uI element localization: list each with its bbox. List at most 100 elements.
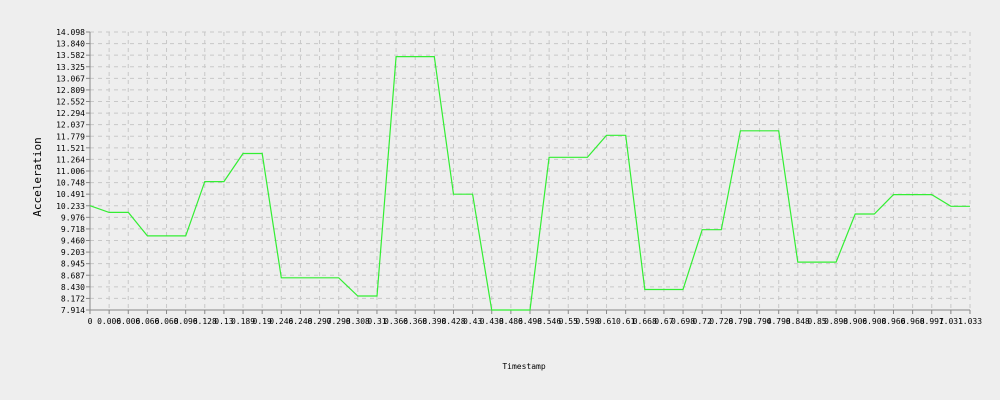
y-axis-ticks: 7.914 8.172 8.430 8.687 8.945 9.203 9.460 9.718…	[56, 28, 90, 315]
x-tick-label: 0.728	[709, 317, 733, 326]
x-tick-label: 0.19	[253, 317, 272, 326]
x-tick-label: 0.398	[422, 317, 446, 326]
data-point	[969, 205, 971, 207]
x-tick-label: 0.43	[463, 317, 482, 326]
data-point	[184, 235, 186, 237]
x-tick-label: 0.798	[767, 317, 791, 326]
y-tick-label: 8.430	[61, 283, 85, 292]
x-tick-label: 0.668	[633, 317, 657, 326]
y-tick-label: 12.037	[56, 121, 85, 130]
x-tick-label: 0.128	[193, 317, 217, 326]
data-point	[299, 277, 301, 279]
x-tick-label: 0.997	[920, 317, 944, 326]
data-point	[108, 211, 110, 213]
data-point	[433, 55, 435, 57]
data-point	[337, 277, 339, 279]
x-tick-label: 0.066	[135, 317, 159, 326]
data-point	[471, 193, 473, 195]
data-point	[223, 180, 225, 182]
x-tick-label: 0.189	[231, 317, 255, 326]
data-point	[357, 295, 359, 297]
x-tick-label: 0.85	[807, 317, 826, 326]
data-point	[204, 180, 206, 182]
y-tick-label: 7.914	[61, 306, 85, 315]
data-point	[873, 213, 875, 215]
x-tick-label: 0.366	[384, 317, 408, 326]
x-tick-label: 0.598	[575, 317, 599, 326]
x-tick-label: 0.61	[597, 317, 616, 326]
data-point	[835, 261, 837, 263]
data-point	[816, 261, 818, 263]
y-tick-label: 10.233	[56, 202, 85, 211]
x-tick-label: 0.096	[174, 317, 198, 326]
data-point	[586, 156, 588, 158]
data-point	[605, 134, 607, 136]
data-point	[682, 288, 684, 290]
x-tick-label: 0.428	[441, 317, 465, 326]
x-tick-label: 0.72	[693, 317, 712, 326]
grid-lines	[90, 31, 971, 310]
x-tick-label: 0	[88, 317, 93, 326]
x-tick-label: 0.068	[154, 317, 178, 326]
y-tick-label: 9.203	[61, 248, 85, 257]
x-tick-label: 0.298	[327, 317, 351, 326]
y-tick-label: 9.718	[61, 225, 85, 234]
data-point	[452, 193, 454, 195]
data-point	[127, 211, 129, 213]
x-tick-label: 0.968	[901, 317, 925, 326]
y-tick-label: 12.809	[56, 86, 85, 95]
data-point	[931, 193, 933, 195]
x-tick-label: 0.906	[843, 317, 867, 326]
x-tick-label: 0.308	[346, 317, 370, 326]
data-point	[491, 309, 493, 311]
data-point	[165, 235, 167, 237]
data-point	[624, 134, 626, 136]
x-tick-label: 0.966	[881, 317, 905, 326]
data-point	[510, 309, 512, 311]
y-tick-label: 11.521	[56, 144, 85, 153]
data-point	[720, 229, 722, 231]
data-point	[777, 130, 779, 132]
data-point	[701, 229, 703, 231]
y-tick-label: 9.976	[61, 213, 85, 222]
series-line-group	[89, 55, 971, 311]
x-tick-label: 0.898	[824, 317, 848, 326]
x-tick-label: 0.486	[499, 317, 523, 326]
data-point	[529, 309, 531, 311]
y-tick-label: 11.006	[56, 167, 85, 176]
x-tick-label: 0.297	[308, 317, 332, 326]
data-point	[797, 261, 799, 263]
x-tick-label: 0.848	[786, 317, 810, 326]
y-tick-label: 11.264	[56, 155, 85, 164]
data-point	[146, 235, 148, 237]
y-tick-label: 8.687	[61, 271, 85, 280]
data-point	[739, 130, 741, 132]
data-point	[663, 288, 665, 290]
x-tick-label: 0.55	[559, 317, 578, 326]
data-point	[89, 205, 91, 207]
y-tick-label: 14.098	[56, 28, 85, 37]
data-point	[548, 156, 550, 158]
x-tick-label: 0.61	[616, 317, 635, 326]
y-tick-label: 8.172	[61, 294, 85, 303]
x-tick-label: 0.248	[288, 317, 312, 326]
data-point	[261, 152, 263, 154]
y-tick-label: 13.067	[56, 74, 85, 83]
y-tick-label: 12.294	[56, 109, 85, 118]
data-point	[280, 277, 282, 279]
y-tick-label: 8.945	[61, 260, 85, 269]
x-tick-label: 0.006	[116, 317, 140, 326]
x-tick-label: 0.31	[367, 317, 386, 326]
data-point	[395, 55, 397, 57]
x-tick-label: 0.006	[97, 317, 121, 326]
series-line	[89, 55, 970, 311]
x-axis-ticks: 0 0.0060.0060.0660.0680.0960.1280.130.189…	[88, 310, 982, 326]
x-axis-title: Timestamp	[502, 362, 546, 371]
x-tick-label: 0.698	[671, 317, 695, 326]
data-point	[950, 205, 952, 207]
x-tick-label: 0.792	[728, 317, 752, 326]
data-point	[242, 152, 244, 154]
x-tick-label: 0.246	[269, 317, 293, 326]
x-tick-label: 0.546	[537, 317, 561, 326]
